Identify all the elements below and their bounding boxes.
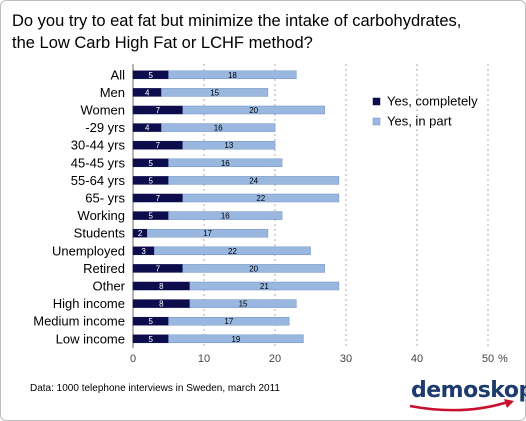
data-label: 21 [260, 282, 269, 291]
data-label: 5 [149, 159, 154, 168]
data-label: 2 [138, 229, 143, 238]
data-label: 22 [256, 194, 265, 203]
data-label: 20 [249, 106, 258, 115]
category-label: Men [100, 85, 125, 100]
data-label: 5 [149, 212, 154, 221]
bar-in-part [168, 176, 340, 185]
brand-logo: demoskop [411, 378, 526, 403]
bar-in-part [168, 158, 283, 168]
data-label: 17 [224, 317, 233, 326]
x-tick-label-50: 50 [482, 353, 494, 365]
x-tick-label-10: 10 [198, 353, 210, 365]
category-label: -29 yrs [85, 120, 125, 135]
x-tick-label-20: 20 [269, 353, 281, 365]
category-label: All [111, 67, 126, 82]
data-label: 22 [228, 247, 237, 256]
data-label: 7 [156, 264, 161, 273]
category-label: Students [74, 226, 126, 241]
data-label: 7 [156, 141, 161, 150]
category-label: Retired [83, 261, 125, 276]
x-tick-label-0: 0 [130, 353, 136, 365]
category-label: Low income [56, 331, 125, 346]
category-label: Unemployed [52, 243, 125, 258]
data-label: 15 [239, 300, 248, 309]
data-label: 5 [149, 335, 154, 344]
category-label: 45-45 yrs [71, 155, 126, 170]
data-label: 4 [145, 88, 150, 97]
data-label: 24 [249, 176, 258, 185]
category-label: 65- yrs [85, 191, 125, 206]
bar-in-part [168, 316, 290, 326]
data-label: 8 [159, 300, 164, 309]
bar-in-part [182, 105, 325, 115]
category-label: 55-64 yrs [71, 173, 126, 188]
bar-in-part [161, 88, 269, 97]
data-label: 8 [159, 282, 164, 291]
data-label: 19 [231, 335, 240, 344]
bar-in-part [161, 123, 276, 132]
data-source-note: Data: 1000 telephone interviews in Swede… [30, 383, 280, 394]
x-tick-label-40: 40 [411, 353, 423, 365]
bar-in-part [189, 281, 340, 291]
bar-in-part [154, 246, 311, 256]
category-label: High income [53, 296, 125, 311]
bar-in-part [168, 211, 283, 220]
data-label: 20 [249, 264, 258, 273]
chart-title: Do you try to eat fat but minimize the i… [12, 10, 512, 54]
legend-label-completely: Yes, completely [387, 94, 478, 109]
title-line-2: the Low Carb High Fat or LCHF method? [12, 34, 313, 52]
bar-in-part [146, 228, 269, 238]
category-label: Working [78, 208, 125, 223]
logo-swoosh-icon [409, 399, 514, 412]
title-line-1: Do you try to eat fat but minimize the i… [12, 12, 462, 30]
x-axis-unit-label: % [498, 353, 508, 365]
data-label: 5 [149, 317, 154, 326]
data-label: 4 [145, 124, 150, 133]
category-label: Women [80, 103, 125, 118]
data-label: 16 [221, 159, 230, 168]
bar-in-part [182, 193, 340, 203]
data-label: 17 [203, 229, 212, 238]
bar-in-part [189, 299, 297, 308]
bar-in-part [182, 264, 325, 273]
data-label: 16 [221, 212, 230, 221]
legend-label-in-part: Yes, in part [387, 114, 452, 129]
data-label: 13 [224, 141, 233, 150]
category-label: Medium income [33, 314, 125, 329]
bar-in-part [168, 70, 297, 80]
x-tick-label-30: 30 [340, 353, 352, 365]
legend-swatch-completely [372, 97, 381, 106]
data-label: 3 [141, 247, 146, 256]
data-label: 5 [149, 176, 154, 185]
data-label: 7 [156, 194, 161, 203]
data-label: 18 [228, 71, 237, 80]
category-label: 30-44 yrs [71, 138, 126, 153]
bar-in-part [182, 140, 276, 150]
data-label: 5 [149, 71, 154, 80]
legend-swatch-in-part [372, 117, 381, 126]
data-label: 15 [210, 88, 219, 97]
bar-in-part [168, 334, 304, 344]
data-label: 16 [214, 124, 223, 133]
data-label: 7 [156, 106, 161, 115]
category-label: Other [92, 279, 125, 294]
